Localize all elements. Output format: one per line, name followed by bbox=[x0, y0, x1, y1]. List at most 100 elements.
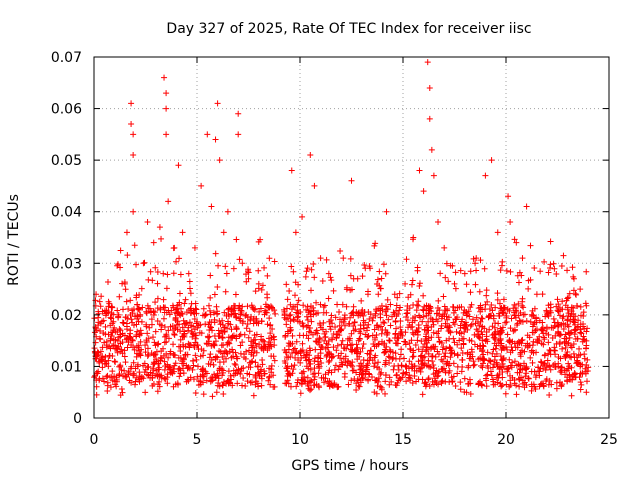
data-point bbox=[313, 299, 320, 306]
data-point bbox=[544, 357, 551, 364]
data-point bbox=[525, 342, 532, 349]
data-point bbox=[490, 315, 497, 322]
data-point bbox=[181, 320, 188, 327]
data-point bbox=[339, 337, 346, 344]
data-point bbox=[118, 386, 125, 393]
data-point bbox=[572, 290, 579, 297]
data-point bbox=[338, 319, 345, 326]
data-point bbox=[457, 379, 464, 386]
data-point bbox=[308, 266, 315, 273]
data-point bbox=[244, 320, 251, 327]
data-point bbox=[365, 333, 372, 340]
data-point bbox=[217, 349, 224, 356]
data-point bbox=[289, 332, 296, 339]
data-point bbox=[440, 365, 447, 372]
data-point bbox=[498, 328, 505, 335]
data-point bbox=[484, 338, 491, 345]
data-point bbox=[460, 340, 467, 347]
data-point bbox=[140, 260, 147, 267]
data-point bbox=[516, 383, 523, 390]
data-point bbox=[418, 364, 425, 371]
data-point bbox=[196, 329, 203, 336]
data-point bbox=[194, 363, 201, 370]
data-point bbox=[357, 330, 364, 337]
data-point bbox=[308, 318, 315, 325]
data-point bbox=[382, 270, 389, 277]
data-point bbox=[563, 340, 570, 347]
data-point bbox=[102, 358, 109, 365]
data-point bbox=[467, 268, 474, 275]
data-point bbox=[189, 333, 196, 340]
data-point bbox=[332, 324, 339, 331]
data-point bbox=[356, 371, 363, 378]
data-point bbox=[470, 358, 477, 365]
data-point bbox=[480, 351, 487, 358]
data-point bbox=[315, 370, 322, 377]
data-point bbox=[163, 131, 170, 138]
data-point bbox=[212, 338, 219, 345]
data-point bbox=[488, 157, 495, 164]
data-point bbox=[163, 331, 170, 338]
data-point bbox=[545, 339, 552, 346]
data-point bbox=[383, 208, 390, 215]
data-point bbox=[221, 324, 228, 331]
data-point bbox=[322, 333, 329, 340]
data-point bbox=[223, 270, 230, 277]
data-point bbox=[317, 301, 324, 308]
data-point bbox=[114, 349, 121, 356]
data-point bbox=[267, 322, 274, 329]
data-point bbox=[118, 367, 125, 374]
data-point bbox=[243, 348, 250, 355]
data-point bbox=[336, 322, 343, 329]
data-point bbox=[255, 363, 262, 370]
data-point bbox=[495, 320, 502, 327]
data-point bbox=[577, 312, 584, 319]
data-point bbox=[575, 317, 582, 324]
data-point bbox=[255, 280, 262, 287]
data-point bbox=[212, 250, 219, 257]
data-point bbox=[283, 364, 290, 371]
data-point bbox=[308, 377, 315, 384]
data-point bbox=[509, 359, 516, 366]
data-point bbox=[438, 356, 445, 363]
data-point bbox=[103, 310, 110, 317]
data-point bbox=[243, 325, 250, 332]
data-point bbox=[216, 383, 223, 390]
data-point bbox=[542, 367, 549, 374]
data-point bbox=[550, 260, 557, 267]
data-point bbox=[310, 382, 317, 389]
data-point bbox=[440, 293, 447, 300]
data-point bbox=[236, 332, 243, 339]
data-point bbox=[530, 349, 537, 356]
data-point bbox=[182, 321, 189, 328]
data-point bbox=[312, 338, 319, 345]
data-point bbox=[362, 371, 369, 378]
data-point bbox=[434, 310, 441, 317]
data-point bbox=[511, 358, 518, 365]
data-point bbox=[538, 326, 545, 333]
data-point bbox=[515, 375, 522, 382]
data-point bbox=[330, 353, 337, 360]
data-point bbox=[556, 379, 563, 386]
data-point bbox=[258, 382, 265, 389]
data-point bbox=[505, 193, 512, 200]
data-point bbox=[441, 244, 448, 251]
data-point bbox=[371, 363, 378, 370]
data-point bbox=[544, 311, 551, 318]
data-point bbox=[451, 280, 458, 287]
data-point bbox=[104, 388, 111, 395]
data-point bbox=[317, 255, 324, 262]
data-point bbox=[203, 377, 210, 384]
data-point bbox=[459, 316, 466, 323]
data-point bbox=[456, 337, 463, 344]
data-point bbox=[358, 363, 365, 370]
data-point bbox=[572, 313, 579, 320]
data-point bbox=[230, 349, 237, 356]
data-point bbox=[341, 345, 348, 352]
data-point bbox=[425, 357, 432, 364]
data-point bbox=[329, 320, 336, 327]
data-point bbox=[192, 300, 199, 307]
data-point bbox=[133, 374, 140, 381]
data-point bbox=[348, 377, 355, 384]
data-point bbox=[397, 331, 404, 338]
